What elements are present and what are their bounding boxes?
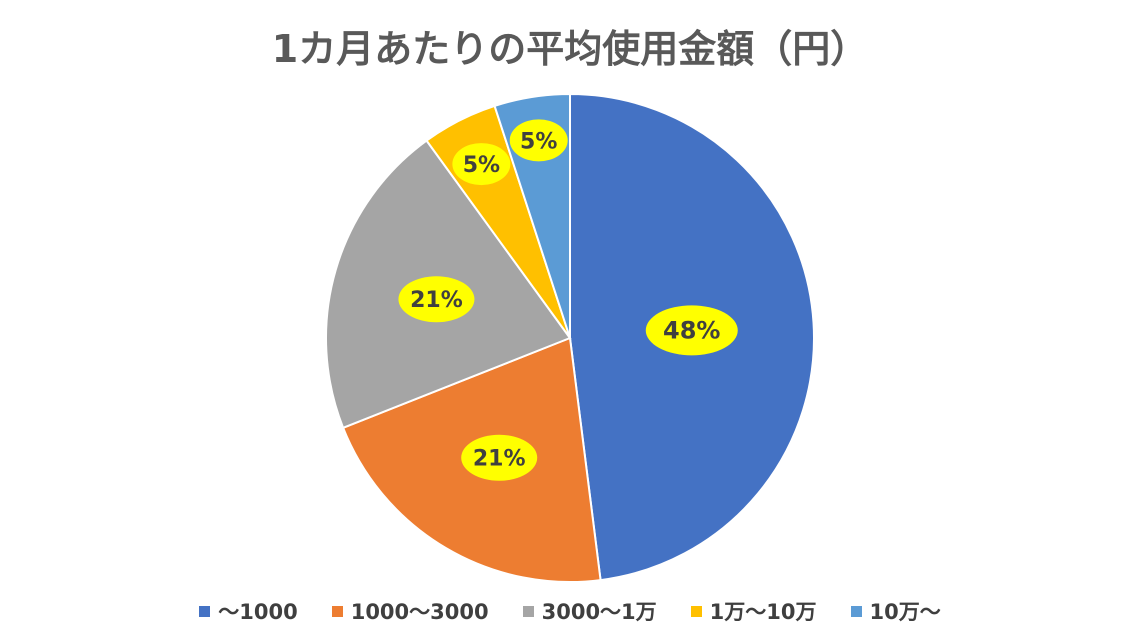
legend-item: ～1000 xyxy=(199,596,298,626)
legend-label: 10万～ xyxy=(869,600,941,624)
legend-swatch xyxy=(850,605,862,617)
data-label: 5% xyxy=(463,153,500,178)
legend-item: 3000～1万 xyxy=(522,596,657,626)
data-label-badge xyxy=(452,143,511,186)
legend-label: 3000～1万 xyxy=(541,600,657,624)
legend-item: 10万～ xyxy=(850,596,941,626)
legend-label: 1万～10万 xyxy=(709,600,817,624)
legend-swatch xyxy=(690,605,702,617)
data-label: 5% xyxy=(520,129,557,154)
legend-swatch xyxy=(199,605,211,617)
data-label: 21% xyxy=(473,447,526,472)
legend-label: ～1000 xyxy=(218,600,298,624)
data-label-badge xyxy=(398,276,475,323)
legend-label: 1000～3000 xyxy=(350,600,489,624)
legend-item: 1万～10万 xyxy=(690,596,817,626)
data-label: 21% xyxy=(410,288,463,313)
chart-title: 1カ月あたりの平均使用金額（円） xyxy=(271,27,869,71)
data-label-badge xyxy=(461,434,538,481)
data-label-badge xyxy=(509,119,568,162)
data-label: 48% xyxy=(663,316,720,344)
data-label-badge xyxy=(645,305,738,356)
legend-swatch xyxy=(331,605,343,617)
legend: ～1000 1000～3000 3000～1万 1万～10万 10万～ xyxy=(0,596,1140,626)
legend-item: 1000～3000 xyxy=(331,596,489,626)
legend-swatch xyxy=(522,605,534,617)
